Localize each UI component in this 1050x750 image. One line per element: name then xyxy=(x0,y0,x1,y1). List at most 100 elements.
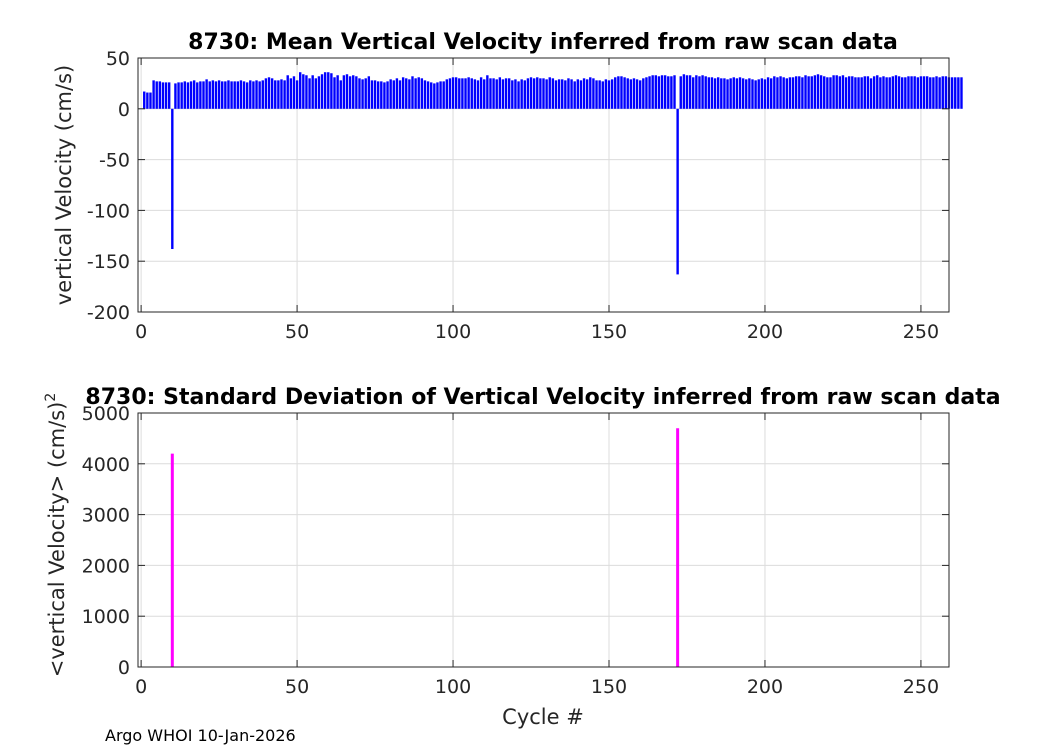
bar xyxy=(370,80,374,109)
bar xyxy=(492,78,495,109)
bar xyxy=(411,76,414,109)
bar xyxy=(723,78,726,109)
bar xyxy=(224,81,227,109)
bar xyxy=(208,81,211,109)
bar xyxy=(227,80,230,109)
footer-credit: Argo WHOI 10-Jan-2026 xyxy=(105,726,296,745)
bar xyxy=(757,79,760,109)
bar xyxy=(430,82,433,109)
bar xyxy=(907,76,910,109)
bar xyxy=(507,78,511,109)
bar xyxy=(539,78,542,109)
bar xyxy=(498,77,502,109)
bar xyxy=(779,76,782,109)
bar xyxy=(423,80,427,109)
std-velocity-bars xyxy=(170,428,680,667)
bar xyxy=(573,81,576,109)
bar xyxy=(299,72,302,109)
bar xyxy=(685,75,689,109)
bar xyxy=(885,77,888,109)
bar xyxy=(302,74,305,109)
chart-title-mean: 8730: Mean Vertical Velocity inferred fr… xyxy=(188,30,898,55)
bar xyxy=(807,76,810,109)
bar xyxy=(816,74,820,109)
bar xyxy=(776,77,779,109)
bar xyxy=(392,80,395,109)
bar xyxy=(716,77,720,109)
bar xyxy=(295,80,299,109)
bar xyxy=(838,76,842,109)
bar xyxy=(688,75,692,109)
bar xyxy=(327,72,330,109)
bar xyxy=(648,76,651,109)
bar xyxy=(748,78,751,109)
x-tick-label: 0 xyxy=(135,321,147,343)
bar xyxy=(785,78,788,109)
bar xyxy=(639,80,642,109)
bar xyxy=(529,77,533,109)
bar xyxy=(660,75,664,109)
bar xyxy=(642,78,645,109)
bar xyxy=(657,76,661,109)
bar xyxy=(376,81,380,109)
bar xyxy=(879,77,882,109)
bar xyxy=(579,80,583,109)
bar xyxy=(741,78,745,109)
bar xyxy=(882,76,885,109)
bar xyxy=(897,76,901,109)
bar xyxy=(473,79,477,109)
bar xyxy=(692,77,695,109)
bar xyxy=(454,77,458,109)
bar xyxy=(819,75,823,109)
bar xyxy=(960,77,963,109)
bar xyxy=(330,73,333,109)
bar xyxy=(398,80,402,109)
y-tick-label: -200 xyxy=(87,302,130,324)
bar xyxy=(551,78,555,109)
bar xyxy=(170,453,174,667)
bar xyxy=(333,77,336,109)
bar xyxy=(408,79,411,109)
bar xyxy=(701,75,704,109)
bar xyxy=(570,79,573,109)
bar xyxy=(576,79,580,109)
bar xyxy=(504,78,508,109)
bar xyxy=(395,78,399,109)
bar xyxy=(860,77,863,109)
bar xyxy=(308,78,311,109)
bar xyxy=(823,76,826,109)
bar xyxy=(813,75,817,109)
bar xyxy=(211,80,215,109)
x-tick-label: 250 xyxy=(903,676,939,698)
bar xyxy=(523,80,526,109)
bar xyxy=(164,82,168,109)
bar xyxy=(230,81,233,109)
bar xyxy=(196,82,199,109)
bar xyxy=(835,75,838,109)
x-tick-label: 100 xyxy=(435,676,471,698)
bar xyxy=(598,80,601,109)
bar xyxy=(876,75,879,109)
bar xyxy=(274,80,277,109)
y-axis-label-std-superscript: 2 xyxy=(43,393,59,402)
bar xyxy=(798,76,801,109)
bar xyxy=(239,80,243,109)
bar xyxy=(542,78,545,109)
bar xyxy=(405,78,408,109)
bar xyxy=(348,76,352,109)
bar xyxy=(252,81,255,109)
bar xyxy=(791,77,795,109)
x-tick-label: 50 xyxy=(285,676,309,698)
x-tick-label: 250 xyxy=(903,321,939,343)
bar xyxy=(564,80,567,109)
bar xyxy=(866,76,870,109)
bar xyxy=(610,79,614,109)
bar xyxy=(851,76,854,109)
bar xyxy=(433,83,436,109)
bar xyxy=(270,78,274,109)
bar xyxy=(336,75,339,109)
bar xyxy=(585,79,589,109)
bar xyxy=(152,80,155,109)
bar xyxy=(938,77,941,109)
y-tick-label: -150 xyxy=(87,251,130,273)
